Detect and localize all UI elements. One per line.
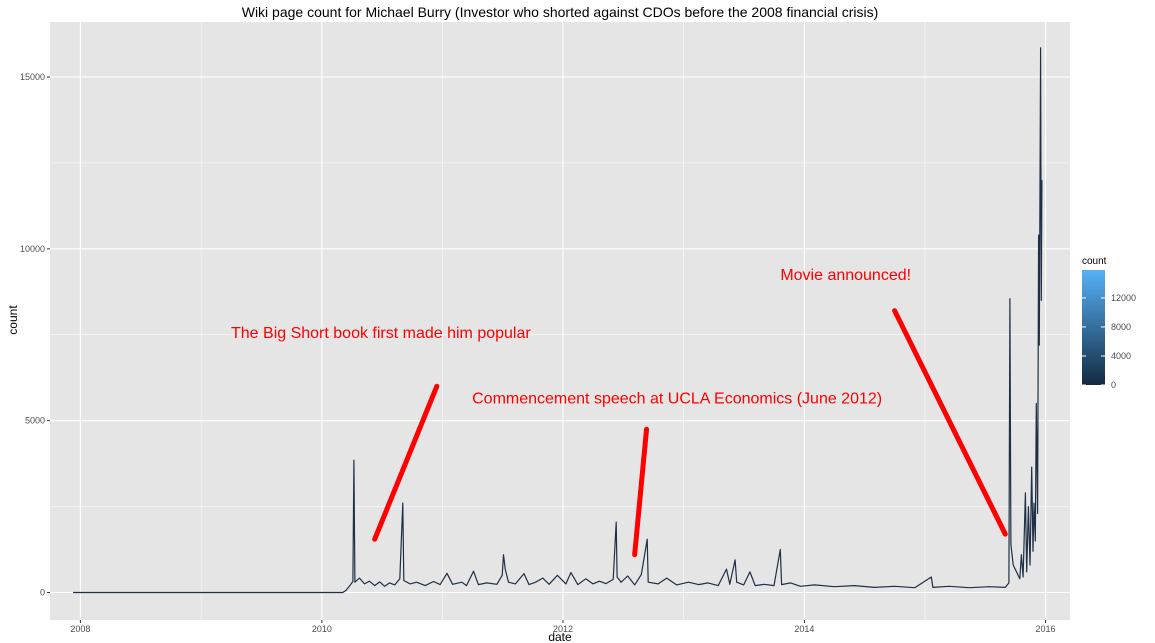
x-tick-label: 2016: [1036, 624, 1056, 634]
annotation-arrow: [632, 426, 650, 558]
annotation-label: Commencement speech at UCLA Economics (J…: [472, 390, 882, 407]
x-tick-label: 2014: [794, 624, 814, 634]
x-tick-label: 2008: [70, 624, 90, 634]
y-tick-label: 0: [40, 588, 45, 598]
chart-title: Wiki page count for Michael Burry (Inves…: [242, 4, 879, 20]
plot-panel: [50, 22, 1070, 620]
legend-colorbar: [1082, 270, 1105, 385]
annotation-label: Movie announced!: [780, 267, 911, 284]
annotation-arrows: [372, 308, 1008, 558]
x-axis-ticks: 2008 2010 2012 2014 2016: [70, 620, 1056, 634]
legend-ticks: 12000 8000 4000 0: [1082, 293, 1136, 390]
series-line: [73, 47, 1043, 594]
y-tick-label: 5000: [25, 416, 45, 426]
legend-label: 4000: [1111, 351, 1131, 361]
legend-label: 0: [1111, 380, 1116, 390]
annotations: The Big Short book first made him popula…: [231, 267, 911, 408]
x-axis-title: date: [548, 630, 572, 643]
color-legend: count 12000 8000 4000 0: [1082, 256, 1136, 390]
legend-title: count: [1082, 256, 1107, 267]
x-tick-label: 2010: [312, 624, 332, 634]
legend-label: 12000: [1111, 293, 1136, 303]
y-axis-ticks: 0 5000 10000 15000: [20, 72, 50, 598]
y-axis-title: count: [6, 305, 20, 335]
annotation-label: The Big Short book first made him popula…: [231, 325, 531, 342]
annotation-arrow: [372, 383, 440, 542]
annotation-arrow: [892, 308, 1008, 537]
y-tick-label: 10000: [20, 244, 45, 254]
major-gridlines: [50, 22, 1070, 620]
y-tick-label: 15000: [20, 72, 45, 82]
minor-gridlines: [50, 22, 1070, 620]
legend-label: 8000: [1111, 322, 1131, 332]
x-tick-label: 2012: [553, 624, 573, 634]
